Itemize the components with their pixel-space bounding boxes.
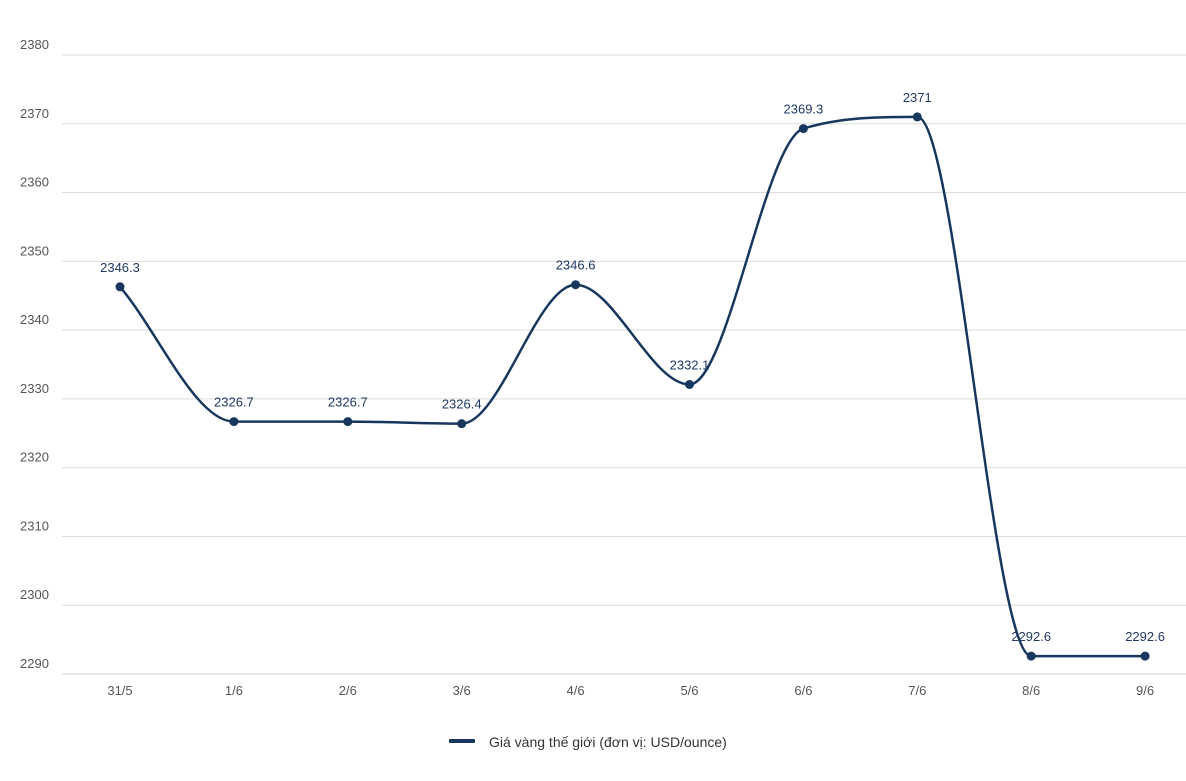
series-layer (118, 115, 1147, 658)
legend-swatch (449, 739, 475, 743)
data-point (457, 419, 467, 429)
y-tick-label: 2350 (20, 243, 49, 258)
y-tick-label: 2370 (20, 106, 49, 121)
data-label: 2326.7 (214, 395, 254, 410)
x-tick-label: 7/6 (908, 683, 926, 698)
x-tick-label: 31/5 (107, 683, 132, 698)
data-label: 2346.6 (556, 258, 596, 273)
legend-label: Giá vàng thế giới (đơn vị: USD/ounce) (489, 734, 727, 750)
data-label: 2371 (903, 90, 932, 105)
y-tick-label: 2310 (20, 518, 49, 533)
data-point (685, 379, 694, 389)
data-point (1026, 651, 1036, 661)
y-tick-label: 2380 (20, 37, 49, 52)
data-label: 2326.7 (328, 395, 368, 410)
y-axis-ticks: 2380 2370 2360 2350 2340 2330 2320 2310 2300 2290 (20, 37, 49, 671)
x-axis-ticks: 31/5 1/6 2/6 3/6 4/6 5/6 6/6 7/6 8/6 9/6 (107, 683, 1154, 698)
x-tick-label: 2/6 (339, 683, 357, 698)
y-tick-label: 2360 (20, 175, 49, 190)
data-label: 2346.3 (100, 260, 140, 275)
data-point (115, 282, 125, 292)
x-tick-label: 1/6 (225, 683, 243, 698)
y-tick-label: 2320 (20, 450, 49, 465)
data-point (1140, 651, 1150, 661)
legend: Giá vàng thế giới (đơn vị: USD/ounce) (449, 734, 727, 750)
data-label: 2292.6 (1011, 629, 1051, 644)
series-line (118, 115, 1147, 658)
grid-lines (62, 54, 1186, 675)
data-point (229, 417, 239, 427)
y-tick-label: 2290 (20, 656, 49, 671)
y-tick-label: 2300 (20, 587, 49, 602)
data-label: 2326.4 (442, 397, 482, 412)
data-label: 2369.3 (784, 102, 824, 117)
data-point (912, 112, 922, 122)
data-point (571, 280, 581, 290)
x-tick-label: 3/6 (453, 683, 471, 698)
data-point (798, 124, 808, 134)
data-label: 2292.6 (1125, 629, 1165, 644)
x-tick-label: 5/6 (680, 683, 698, 698)
y-tick-label: 2340 (20, 312, 49, 327)
y-tick-label: 2330 (20, 381, 49, 396)
x-tick-label: 8/6 (1022, 683, 1040, 698)
data-points (115, 112, 1150, 661)
x-tick-label: 9/6 (1136, 683, 1154, 698)
data-point (343, 417, 353, 427)
x-tick-label: 6/6 (794, 683, 812, 698)
x-tick-label: 4/6 (567, 683, 585, 698)
data-label: 2332.1 (670, 357, 710, 372)
data-labels: 2346.3 2326.7 2326.7 2326.4 2346.6 2332.1 2369… (100, 90, 1165, 644)
